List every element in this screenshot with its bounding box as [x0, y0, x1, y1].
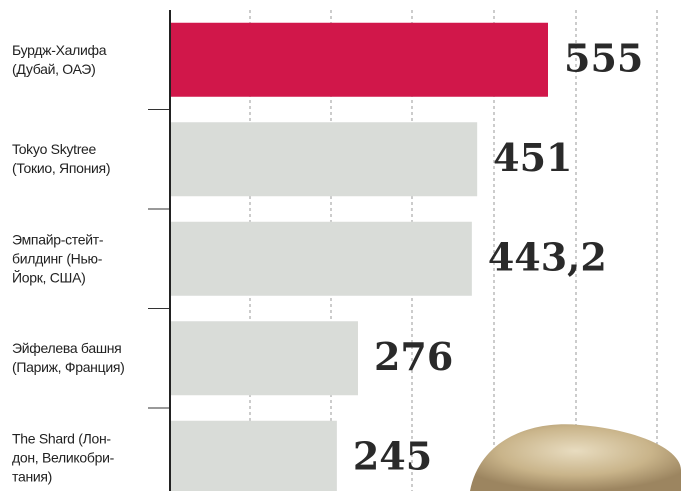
- category-label: Эйфелева башня (Париж, Франция): [12, 339, 147, 377]
- bar: [170, 222, 472, 296]
- value-label: 276: [374, 334, 453, 379]
- photo: [470, 424, 681, 491]
- value-label: 245: [353, 433, 432, 478]
- category-label: Эмпайр-стейт- билдинг (Нью- Йорк, США): [12, 230, 147, 287]
- bar: [170, 122, 477, 196]
- bar: [170, 321, 358, 395]
- bar: [170, 421, 337, 491]
- value-label: 443,2: [488, 234, 607, 279]
- value-label: 555: [564, 35, 643, 80]
- category-label: The Shard (Лон- дон, Великобри- тания): [12, 429, 147, 486]
- value-label: 451: [493, 135, 572, 180]
- page: {"chart_data": {"type": "barh", "categor…: [0, 0, 681, 491]
- category-label: Tokyo Skytree (Токио, Япония): [12, 140, 147, 178]
- bar: [170, 23, 548, 97]
- category-label: Бурдж-Халифа (Дубай, ОАЭ): [12, 41, 147, 79]
